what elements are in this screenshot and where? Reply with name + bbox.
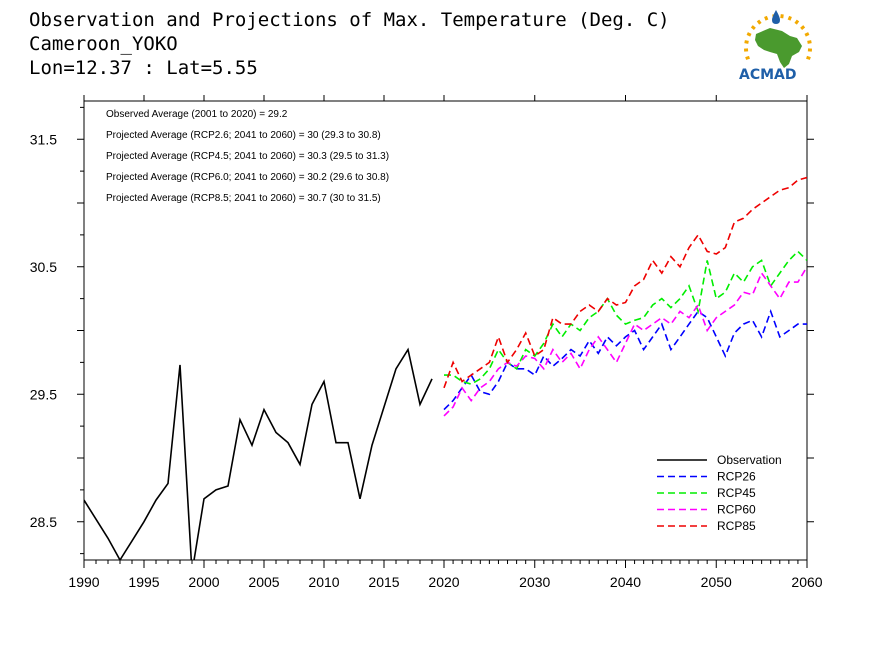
station-name: Cameroon_YOKO bbox=[29, 33, 178, 55]
sun-ray bbox=[750, 25, 756, 31]
sun-rays-icon bbox=[743, 14, 813, 60]
sun-ray bbox=[794, 19, 800, 25]
x-tick-label: 1995 bbox=[128, 574, 159, 590]
legend-label: RCP26 bbox=[717, 470, 756, 484]
sun-ray bbox=[780, 14, 784, 19]
chart-title: Observation and Projections of Max. Temp… bbox=[29, 9, 670, 31]
x-tick-label: 2000 bbox=[188, 574, 219, 590]
sun-ray bbox=[744, 40, 749, 44]
acmad-logo: ACMAD bbox=[739, 10, 813, 83]
sun-ray bbox=[804, 32, 810, 37]
annotation-line: Projected Average (RCP2.6; 2041 to 2060)… bbox=[106, 130, 381, 141]
station-coordinates: Lon=12.37 : Lat=5.55 bbox=[29, 57, 258, 79]
x-tick-label: 2020 bbox=[428, 574, 459, 590]
sun-ray bbox=[800, 25, 806, 31]
annotation-line: Observed Average (2001 to 2020) = 29.2 bbox=[106, 109, 288, 120]
sun-ray bbox=[806, 55, 811, 60]
sun-ray bbox=[746, 32, 752, 37]
sun-ray bbox=[756, 19, 762, 25]
x-tick-label: 1990 bbox=[68, 574, 99, 590]
series-line-rcp45 bbox=[444, 250, 807, 385]
x-tick-label: 2060 bbox=[791, 574, 822, 590]
y-tick-label: 28.5 bbox=[30, 514, 57, 530]
legend-label: Observation bbox=[717, 453, 782, 467]
y-tick-label: 29.5 bbox=[30, 386, 57, 402]
average-annotations: Observed Average (2001 to 2020) = 29.2 Pr… bbox=[106, 109, 389, 204]
sun-ray bbox=[764, 15, 769, 21]
y-tick-label: 30.5 bbox=[30, 259, 57, 275]
annotation-line: Projected Average (RCP8.5; 2041 to 2060)… bbox=[106, 193, 381, 204]
x-tick-label: 2005 bbox=[248, 574, 279, 590]
x-tick-label: 2040 bbox=[610, 574, 641, 590]
sun-ray bbox=[787, 15, 792, 21]
plot-frame bbox=[83, 100, 808, 561]
series-line-rcp26 bbox=[443, 309, 807, 411]
legend-label: RCP45 bbox=[717, 486, 756, 500]
sun-ray bbox=[745, 55, 750, 60]
acmad-logo-text: ACMAD bbox=[739, 67, 797, 83]
annotation-line: Projected Average (RCP6.0; 2041 to 2060)… bbox=[106, 172, 389, 183]
legend-label: RCP60 bbox=[717, 503, 756, 517]
series-line-rcp60 bbox=[443, 266, 807, 417]
legend: Observation RCP26 RCP45 RCP60 RCP85 bbox=[657, 453, 782, 533]
series-layer bbox=[84, 176, 807, 560]
x-tick-label: 2015 bbox=[368, 574, 399, 590]
sun-ray bbox=[807, 40, 812, 44]
legend-label: RCP85 bbox=[717, 519, 756, 533]
axes: 1990 1995 2000 2005 2010 2015 2020 2030 2040 2050… bbox=[30, 95, 823, 590]
africa-map-icon bbox=[755, 28, 802, 68]
x-tick-label: 2010 bbox=[308, 574, 339, 590]
x-tick-label: 2050 bbox=[701, 574, 732, 590]
y-tick-label: 31.5 bbox=[30, 131, 57, 147]
water-drop-icon bbox=[772, 10, 780, 24]
x-tick-label: 2030 bbox=[519, 574, 550, 590]
annotation-line: Projected Average (RCP4.5; 2041 to 2060)… bbox=[106, 151, 389, 162]
series-line-observation bbox=[84, 347, 433, 560]
series-line-rcp85 bbox=[443, 176, 807, 389]
